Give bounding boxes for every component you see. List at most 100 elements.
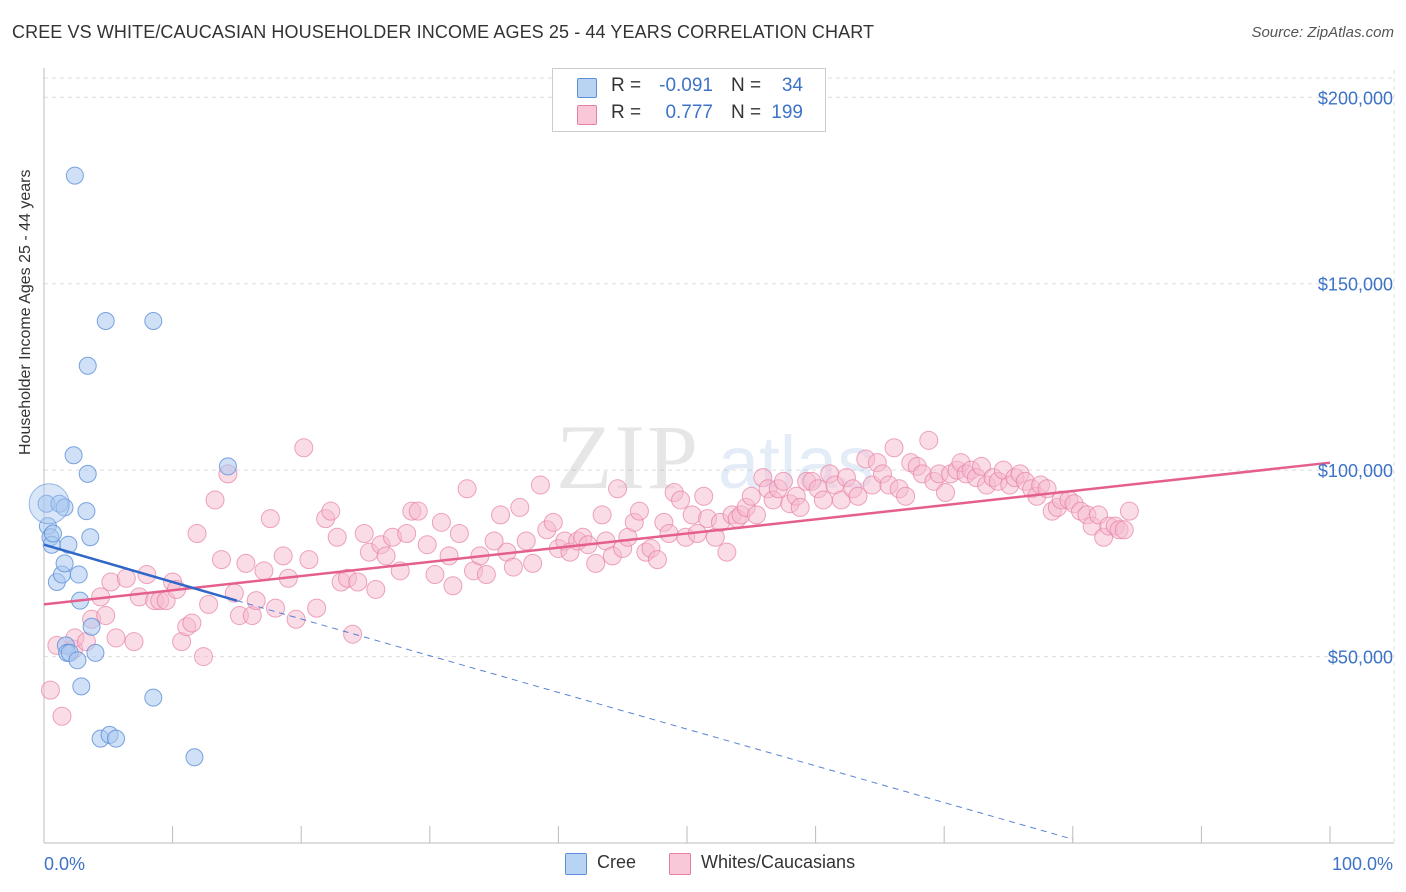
white-point [476,565,496,585]
axes [43,68,1394,844]
white-point [530,475,550,495]
n-label: N = [731,102,762,123]
y-tick-label: $50,000 [1328,648,1393,668]
white-point [484,531,504,551]
n-value: 34 [781,75,803,96]
white-point [425,565,445,585]
r-value: 0.777 [665,102,713,123]
white-point [629,501,649,521]
cree-point [96,312,115,330]
cree-point [78,356,97,375]
chart-title: CREE VS WHITE/CAUCASIAN HOUSEHOLDER INCO… [12,22,875,42]
y-tick-label: $100,000 [1318,461,1393,481]
white-point [417,535,437,555]
white-point [273,546,293,566]
cree-point [44,524,63,543]
source-label: Source: ZipAtlas.com [1251,24,1394,41]
cree-point [86,643,105,662]
white-point [449,524,469,544]
white-point [510,497,530,517]
white-point [343,624,363,644]
cree-point [81,528,100,547]
cree-point [218,457,237,476]
white-point [205,490,225,510]
white-point [260,509,280,529]
white-point [671,490,691,510]
white-point [236,553,256,573]
cree-point [82,617,101,636]
cree-swatch [565,853,587,875]
cree-point [59,535,78,554]
white-point [896,486,916,506]
white-point [523,553,543,573]
y-tick-label: $150,000 [1318,275,1393,295]
white-point [40,680,60,700]
white-trend-line [43,461,1331,606]
white-point [254,561,274,581]
white-point [116,568,136,588]
n-label: N = [731,75,762,96]
white-point [790,497,810,517]
white-point [96,606,116,626]
white-point [294,438,314,458]
legend-label-cree: Cree [597,852,637,872]
white-point [543,512,563,532]
white-point [397,524,417,544]
cree-trend-extension [236,600,1073,840]
white-point [717,542,737,562]
tick-labels: $50,000 $100,000 $150,000 $200,000 0.0% 100.0… [44,88,1393,874]
white-point [265,598,285,618]
white-point [182,613,202,633]
cree-point [64,446,83,465]
white-point [1114,520,1134,540]
white-point [919,430,939,450]
cree-trend-line [43,543,238,602]
white-point [307,598,327,618]
white-point [52,706,72,726]
correlation-legend: R = -0.091 N = 34 R = 0.777 N = 199 [552,68,826,132]
cree-swatch [577,78,597,98]
r-label: R = [611,102,642,123]
white-point [246,591,266,611]
white-point [813,490,833,510]
white-point [586,553,606,573]
cree-point [65,166,84,185]
white-point [516,531,536,551]
white-point [694,486,714,506]
y-tick-label: $200,000 [1318,88,1393,108]
x-tick-label: 0.0% [44,854,85,874]
white-point [884,438,904,458]
cree-point [68,651,87,670]
n-value: 199 [771,102,803,123]
white-point [659,524,679,544]
white-point [321,501,341,521]
white-swatch [577,105,597,125]
white-point [193,647,213,667]
white-point [366,579,386,599]
cree-point [28,483,70,525]
cree-point [107,729,126,748]
white-point [299,550,319,570]
white-point [773,471,793,491]
cree-points [28,166,237,767]
white-point [106,628,126,648]
x-tick-label: 100.0% [1332,854,1393,874]
white-caucasian-points [40,430,1139,726]
cree-point [72,677,91,696]
white-point [187,524,207,544]
trend-lines [43,461,1331,840]
white-point [431,512,451,532]
white-point [124,632,144,652]
white-point [327,527,347,547]
cree-point [185,748,204,767]
r-label: R = [611,75,642,96]
white-point [439,546,459,566]
white-point [491,505,511,525]
white-point [354,524,374,544]
white-swatch [669,853,691,875]
white-point [286,609,306,629]
cree-point [78,464,97,483]
white-point [348,572,368,592]
white-point [408,501,428,521]
white-point [746,505,766,525]
